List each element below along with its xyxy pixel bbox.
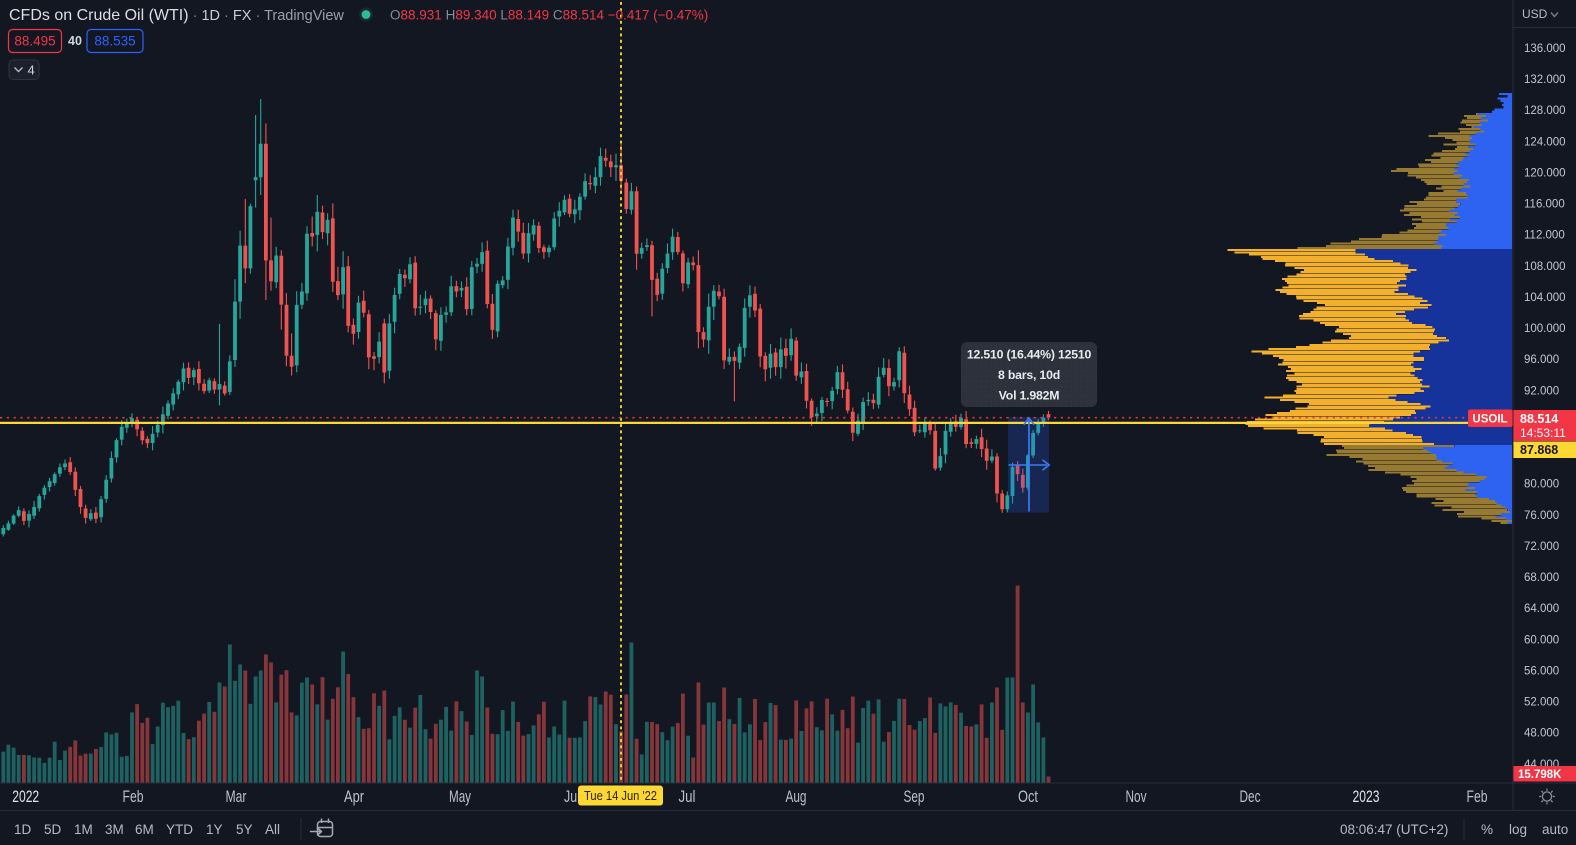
svg-text:64.000: 64.000 <box>1524 603 1559 615</box>
svg-text:68.000: 68.000 <box>1524 572 1559 584</box>
svg-text:08:06:47 (UTC+2): 08:06:47 (UTC+2) <box>1340 822 1448 837</box>
svg-text:USD: USD <box>1522 7 1548 21</box>
svg-text:4: 4 <box>28 63 35 78</box>
svg-text:6M: 6M <box>135 822 154 837</box>
svg-text:2022: 2022 <box>12 787 39 806</box>
svg-text:60.000: 60.000 <box>1524 634 1559 646</box>
svg-text:auto: auto <box>1542 822 1568 837</box>
svg-text:All: All <box>265 822 280 837</box>
svg-text:2023: 2023 <box>1353 787 1380 806</box>
svg-text:3M: 3M <box>105 822 124 837</box>
svg-text:Tue 14 Jun '22: Tue 14 Jun '22 <box>584 789 657 803</box>
svg-text:Feb: Feb <box>1467 787 1488 806</box>
svg-text:112.000: 112.000 <box>1524 230 1565 242</box>
svg-text:USOIL: USOIL <box>1472 414 1507 426</box>
svg-text:Aug: Aug <box>786 787 807 806</box>
svg-text:52.000: 52.000 <box>1524 697 1559 709</box>
svg-text:Mar: Mar <box>226 787 247 806</box>
svg-text:8 bars, 10d: 8 bars, 10d <box>998 368 1060 382</box>
svg-text:1M: 1M <box>74 822 93 837</box>
svg-text:O88.931 H89.340 L88.149 C88.51: O88.931 H89.340 L88.149 C88.514 −0.417 (… <box>390 8 708 23</box>
svg-text:%: % <box>1481 822 1493 837</box>
svg-text:120.000: 120.000 <box>1524 168 1566 180</box>
svg-text:Dec: Dec <box>1240 787 1261 806</box>
svg-text:136.000: 136.000 <box>1524 43 1566 55</box>
svg-text:116.000: 116.000 <box>1524 199 1565 211</box>
svg-text:1D: 1D <box>14 822 32 837</box>
svg-text:88.495: 88.495 <box>14 34 55 49</box>
svg-text:5Y: 5Y <box>236 822 253 837</box>
svg-text:108.000: 108.000 <box>1524 261 1566 273</box>
svg-text:May: May <box>449 787 471 806</box>
svg-text:Oct: Oct <box>1018 787 1038 806</box>
svg-text:124.000: 124.000 <box>1524 136 1566 148</box>
svg-text:80.000: 80.000 <box>1524 479 1559 491</box>
svg-text:5D: 5D <box>44 822 62 837</box>
svg-text:88.535: 88.535 <box>94 34 135 49</box>
svg-text:Sep: Sep <box>904 787 925 806</box>
svg-text:1Y: 1Y <box>206 822 223 837</box>
svg-text:Apr: Apr <box>344 787 364 806</box>
svg-text:15.798K: 15.798K <box>1518 769 1562 781</box>
svg-text:128.000: 128.000 <box>1524 105 1566 117</box>
svg-text:Feb: Feb <box>123 787 144 806</box>
svg-text:88.514: 88.514 <box>1520 412 1558 426</box>
svg-text:40: 40 <box>68 34 82 48</box>
svg-text:76.000: 76.000 <box>1524 510 1559 522</box>
svg-text:100.000: 100.000 <box>1524 323 1566 335</box>
svg-text:132.000: 132.000 <box>1524 74 1566 86</box>
svg-text:92.000: 92.000 <box>1524 385 1559 397</box>
svg-text:CFDs on Crude Oil (WTI) · 1D ·: CFDs on Crude Oil (WTI) · 1D · FX · Trad… <box>9 7 344 24</box>
svg-text:96.000: 96.000 <box>1524 354 1559 366</box>
svg-text:Jul: Jul <box>679 787 696 806</box>
svg-text:87.868: 87.868 <box>1520 443 1558 457</box>
svg-text:72.000: 72.000 <box>1524 541 1559 553</box>
svg-text:14:53:11: 14:53:11 <box>1520 426 1566 440</box>
svg-text:12.510 (16.44%) 12510: 12.510 (16.44%) 12510 <box>967 348 1092 362</box>
svg-text:104.000: 104.000 <box>1524 292 1566 304</box>
svg-text:YTD: YTD <box>166 822 193 837</box>
svg-text:56.000: 56.000 <box>1524 665 1559 677</box>
svg-text:log: log <box>1509 822 1527 837</box>
svg-text:48.000: 48.000 <box>1524 728 1559 740</box>
svg-text:Nov: Nov <box>1126 787 1147 806</box>
svg-text:Vol 1.982M: Vol 1.982M <box>999 389 1060 403</box>
